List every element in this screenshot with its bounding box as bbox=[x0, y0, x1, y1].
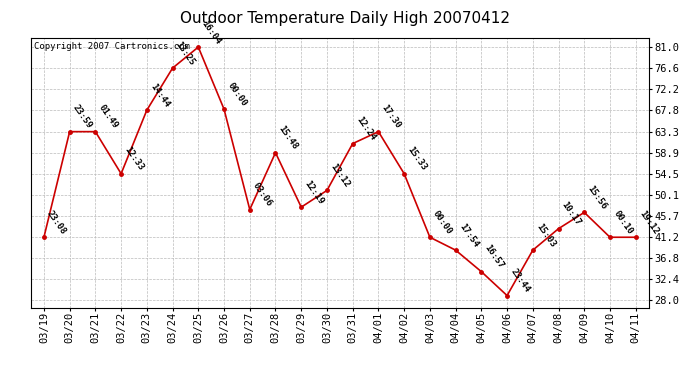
Text: 15:48: 15:48 bbox=[277, 124, 299, 151]
Text: 01:49: 01:49 bbox=[97, 103, 119, 130]
Text: 13:25: 13:25 bbox=[174, 39, 197, 67]
Text: Copyright 2007 Cartronics.com: Copyright 2007 Cartronics.com bbox=[34, 42, 190, 51]
Text: 13:12: 13:12 bbox=[328, 162, 351, 189]
Text: 12:33: 12:33 bbox=[123, 145, 146, 172]
Text: 17:30: 17:30 bbox=[380, 103, 402, 130]
Text: 23:59: 23:59 bbox=[71, 103, 94, 130]
Text: 17:54: 17:54 bbox=[457, 222, 480, 249]
Text: Outdoor Temperature Daily High 20070412: Outdoor Temperature Daily High 20070412 bbox=[180, 11, 510, 26]
Text: 16:04: 16:04 bbox=[199, 18, 222, 46]
Text: 03:06: 03:06 bbox=[251, 181, 274, 208]
Text: 00:00: 00:00 bbox=[431, 209, 454, 236]
Text: 15:03: 15:03 bbox=[534, 222, 557, 249]
Text: 14:44: 14:44 bbox=[148, 82, 171, 109]
Text: 23:08: 23:08 bbox=[46, 209, 68, 236]
Text: 12:19: 12:19 bbox=[303, 178, 326, 206]
Text: 10:17: 10:17 bbox=[560, 200, 583, 227]
Text: 12:24: 12:24 bbox=[354, 115, 377, 142]
Text: 15:56: 15:56 bbox=[586, 184, 609, 211]
Text: 00:00: 00:00 bbox=[226, 81, 248, 108]
Text: 16:57: 16:57 bbox=[483, 243, 506, 270]
Text: 23:44: 23:44 bbox=[509, 267, 531, 294]
Text: 00:10: 00:10 bbox=[611, 209, 634, 236]
Text: 15:33: 15:33 bbox=[406, 145, 428, 172]
Text: 19:12: 19:12 bbox=[637, 209, 660, 236]
